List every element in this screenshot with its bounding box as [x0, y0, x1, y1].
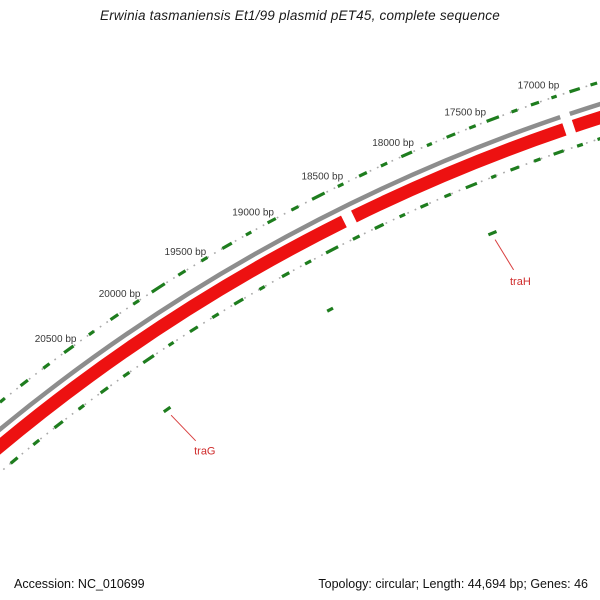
gene-tick-inner[interactable]	[576, 142, 584, 148]
gene-tick-outer[interactable]	[19, 378, 29, 388]
gene-tick-outer[interactable]	[42, 362, 51, 370]
gene-tick-outer[interactable]	[132, 299, 140, 306]
ruler-dotted-arc-inner	[0, 137, 600, 474]
gene-tick-inner[interactable]	[374, 222, 385, 230]
gene-anchor-tick[interactable]	[162, 405, 172, 414]
gene-tick-outer[interactable]	[550, 94, 558, 100]
gene-tick-outer[interactable]	[358, 171, 368, 178]
gene-tick-outer[interactable]	[200, 256, 209, 263]
gene-tick-inner[interactable]	[77, 403, 86, 411]
gene-tick-outer[interactable]	[400, 150, 413, 159]
backbone-arc-segment	[569, 101, 600, 117]
gene-label-traG[interactable]: traG	[194, 445, 215, 457]
gene-tick-outer[interactable]	[380, 161, 388, 168]
gene-tick-inner[interactable]	[465, 181, 478, 190]
gene-tick-outer[interactable]	[486, 115, 500, 123]
ruler-label: 18000 bp	[372, 138, 414, 149]
gene-tick-inner[interactable]	[189, 325, 199, 334]
backbone-arc-segment	[0, 114, 561, 433]
gene-tick-inner[interactable]	[597, 137, 600, 142]
sequence-title: Erwinia tasmaniensis Et1/99 plasmid pET4…	[100, 8, 500, 23]
gene-tick-inner[interactable]	[233, 297, 245, 306]
gene-tick-inner[interactable]	[352, 234, 361, 241]
gene-leader-line	[170, 414, 197, 442]
gene-tick-outer[interactable]	[177, 269, 187, 277]
gene-tick-outer[interactable]	[0, 397, 6, 404]
gene-tick-inner[interactable]	[490, 174, 497, 180]
gene-tick-inner[interactable]	[443, 192, 452, 199]
gene-tick-outer[interactable]	[511, 108, 518, 114]
ruler-label: 19000 bp	[232, 208, 274, 219]
gene-tick-outer[interactable]	[337, 182, 345, 188]
gene-tick-inner[interactable]	[419, 202, 429, 209]
gene-tick-inner[interactable]	[142, 354, 155, 365]
gene-tick-inner[interactable]	[53, 420, 64, 430]
gene-tick-outer[interactable]	[569, 86, 581, 94]
ruler-label: 18500 bp	[301, 171, 343, 182]
gene-tick-outer[interactable]	[63, 344, 75, 354]
gene-tick-outer[interactable]	[221, 241, 233, 250]
gene-tick-outer[interactable]	[311, 191, 326, 201]
accession-text: Accession: NC_010699	[14, 577, 145, 591]
gene-anchor-tick[interactable]	[487, 230, 498, 237]
gene-tick-outer[interactable]	[530, 100, 540, 107]
gene-tick-inner[interactable]	[211, 312, 220, 319]
gene-tick-outer[interactable]	[266, 217, 277, 225]
ruler-label: 17000 bp	[518, 80, 560, 91]
gene-tick-outer[interactable]	[150, 282, 166, 294]
gene-anchor-tick[interactable]	[326, 306, 334, 313]
ruler-label: 19500 bp	[165, 247, 207, 258]
gene-tick-inner[interactable]	[122, 370, 131, 378]
gene-tick-outer[interactable]	[468, 124, 477, 130]
gene-tick-inner[interactable]	[553, 149, 565, 156]
ruler-label: 20000 bp	[99, 289, 141, 300]
gene-tick-outer[interactable]	[290, 205, 300, 212]
ruler-label: 20500 bp	[35, 334, 77, 345]
gene-tick-inner[interactable]	[325, 245, 339, 255]
gene-tick-inner[interactable]	[533, 157, 542, 163]
gene-tick-outer[interactable]	[109, 313, 120, 322]
gene-tick-outer[interactable]	[590, 81, 598, 87]
red-feature-arc-segment[interactable]	[351, 123, 567, 223]
gene-tick-inner[interactable]	[167, 340, 175, 347]
gene-tick-outer[interactable]	[445, 132, 456, 139]
summary-text: Topology: circular; Length: 44,694 bp; G…	[318, 577, 588, 591]
gene-tick-outer[interactable]	[245, 230, 253, 237]
gene-tick-inner[interactable]	[99, 386, 109, 395]
gene-tick-inner[interactable]	[398, 212, 406, 219]
status-bar: Accession: NC_010699 Topology: circular;…	[14, 577, 588, 591]
gene-tick-inner[interactable]	[281, 271, 291, 279]
gene-tick-inner[interactable]	[509, 165, 520, 172]
gene-tick-outer[interactable]	[87, 329, 95, 337]
red-feature-arc-segment[interactable]	[0, 215, 347, 456]
red-feature-arc-segment[interactable]	[571, 110, 600, 133]
gene-label-traH[interactable]: traH	[510, 276, 531, 288]
gene-tick-outer[interactable]	[426, 142, 433, 148]
gene-tick-inner[interactable]	[9, 456, 19, 465]
ruler-label: 17500 bp	[444, 108, 486, 119]
gene-tick-inner[interactable]	[258, 285, 266, 291]
gene-leader-line	[494, 239, 515, 271]
gene-tick-inner[interactable]	[32, 438, 41, 446]
gene-tick-inner[interactable]	[304, 259, 312, 266]
